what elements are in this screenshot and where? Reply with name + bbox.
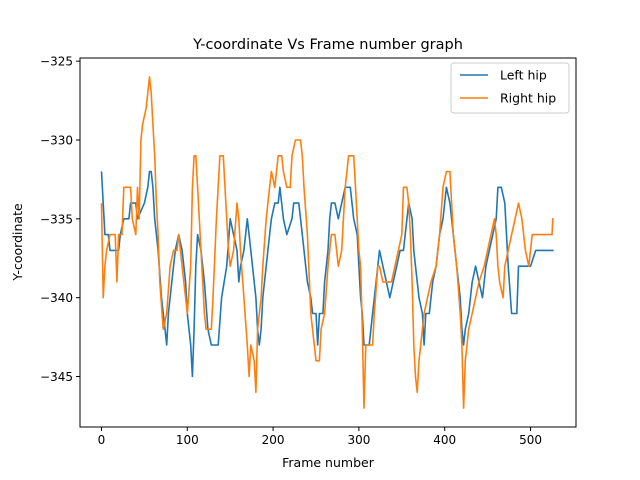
series-line-right-hip: [100, 76, 554, 409]
x-tick-label: 500: [519, 433, 542, 447]
chart-title: Y-coordinate Vs Frame number graph: [192, 37, 463, 53]
y-tick-label: −335: [40, 212, 73, 226]
x-tick-label: 300: [347, 433, 370, 447]
y-tick-label: −330: [40, 134, 73, 148]
y-tick-label: −345: [40, 370, 73, 384]
x-tick-label: 0: [98, 433, 106, 447]
x-axis-label: Frame number: [282, 455, 375, 470]
plot-lines: [100, 76, 554, 409]
y-axis-label: Y-coordinate: [10, 203, 25, 282]
x-tick-label: 100: [176, 433, 199, 447]
y-tick-label: −340: [40, 291, 73, 305]
y-axis-ticks: −345 −340 −335 −330 −325: [40, 55, 80, 384]
x-tick-label: 200: [262, 433, 285, 447]
x-axis-ticks: 0 100 200 300 400 500: [98, 427, 542, 447]
legend: Left hip Right hip: [450, 62, 570, 114]
legend-label-right-hip: Right hip: [500, 91, 556, 106]
axes-frame: [79, 57, 577, 428]
x-tick-label: 400: [433, 433, 456, 447]
legend-label-left-hip: Left hip: [500, 68, 547, 83]
y-tick-label: −325: [40, 55, 73, 69]
